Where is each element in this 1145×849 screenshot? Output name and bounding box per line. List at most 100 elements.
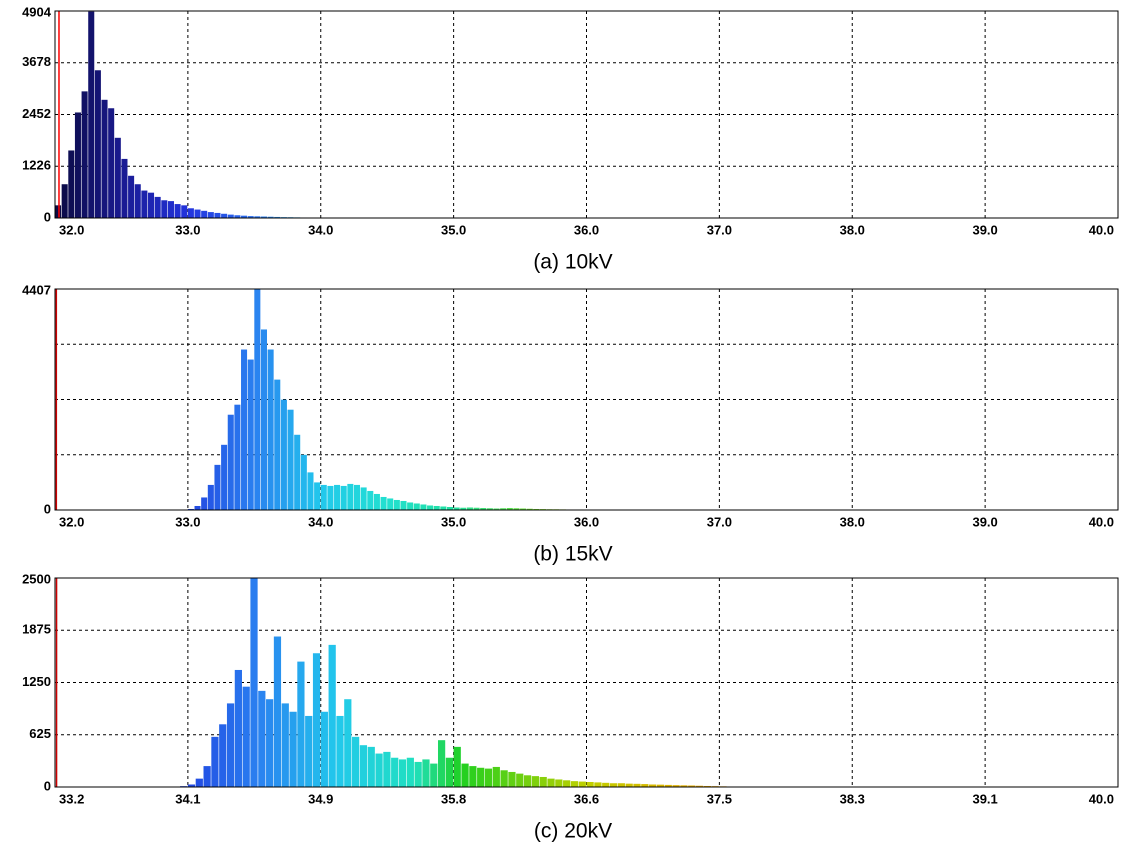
x-tick-label: 34.9 bbox=[308, 791, 333, 806]
caption: (b) 15kV bbox=[533, 543, 612, 566]
bar bbox=[167, 201, 174, 218]
x-tick-label: 32.0 bbox=[59, 514, 84, 529]
bar bbox=[460, 507, 467, 510]
bar bbox=[703, 785, 711, 787]
bar bbox=[433, 505, 440, 510]
bar bbox=[446, 506, 454, 510]
bar bbox=[563, 780, 571, 787]
x-tick-label: 39.1 bbox=[972, 791, 997, 806]
bar bbox=[227, 414, 234, 510]
bar bbox=[340, 485, 347, 510]
x-tick-label: 36.6 bbox=[574, 791, 599, 806]
bar bbox=[617, 783, 625, 787]
bar bbox=[214, 464, 221, 510]
bar bbox=[625, 783, 633, 787]
bar bbox=[513, 508, 520, 510]
y-tick-label: 1250 bbox=[22, 674, 51, 689]
bar bbox=[141, 190, 148, 218]
y-tick-label: 1875 bbox=[22, 622, 51, 637]
bar bbox=[254, 216, 261, 218]
bar bbox=[393, 499, 400, 510]
bar bbox=[578, 781, 586, 787]
bar bbox=[336, 715, 344, 787]
y-tick-label: 1226 bbox=[22, 158, 51, 173]
bar bbox=[242, 686, 250, 787]
x-tick-label: 33.0 bbox=[175, 222, 200, 237]
bar bbox=[672, 785, 680, 787]
x-tick-label: 39.0 bbox=[972, 514, 997, 529]
bar bbox=[347, 483, 354, 510]
histogram-panel: 0 1226 2452 3678 4904 32.0 33.0 34.0 35.0 36.0 37.… bbox=[22, 4, 1119, 274]
bar bbox=[68, 150, 75, 218]
bar bbox=[353, 484, 361, 510]
bar bbox=[250, 578, 258, 787]
y-tick-label: 4407 bbox=[22, 282, 51, 297]
x-tick-label: 34.0 bbox=[308, 222, 333, 237]
bar bbox=[94, 70, 101, 218]
histogram-panel: 0 4407 32.0 33.0 34.0 35.0 36.0 37.0 38.0 39.0 40.… bbox=[22, 282, 1119, 566]
x-tick-label: 39.0 bbox=[972, 222, 997, 237]
bar bbox=[523, 775, 532, 787]
bar bbox=[367, 746, 375, 787]
bar bbox=[461, 763, 469, 787]
bar bbox=[134, 184, 141, 218]
bar bbox=[586, 781, 594, 787]
bar bbox=[194, 209, 201, 218]
bar bbox=[506, 507, 513, 510]
caption: (c) 20kV bbox=[534, 820, 612, 843]
bar bbox=[445, 757, 454, 787]
x-tick-label: 40.0 bbox=[1089, 222, 1114, 237]
y-tick-label: 3678 bbox=[22, 54, 51, 69]
bar bbox=[221, 213, 228, 218]
bar bbox=[201, 210, 208, 218]
bar bbox=[234, 215, 241, 218]
bar bbox=[234, 404, 241, 510]
bar bbox=[55, 205, 62, 218]
bar bbox=[174, 204, 181, 218]
bar bbox=[380, 496, 387, 510]
x-tick-label: 34.0 bbox=[308, 514, 333, 529]
bar bbox=[359, 745, 368, 787]
bar bbox=[312, 653, 321, 787]
bar bbox=[398, 759, 407, 787]
bar bbox=[211, 736, 219, 787]
bar bbox=[61, 184, 68, 218]
bar bbox=[555, 779, 563, 787]
bar bbox=[500, 770, 508, 787]
bar bbox=[274, 216, 281, 218]
bar bbox=[484, 768, 493, 787]
x-tick-label: 38.0 bbox=[840, 514, 865, 529]
bar bbox=[81, 91, 88, 218]
bar bbox=[74, 112, 81, 218]
bar bbox=[307, 472, 314, 510]
bar bbox=[241, 349, 248, 510]
bar bbox=[477, 767, 485, 787]
bar bbox=[241, 215, 248, 218]
bar bbox=[108, 108, 115, 218]
plot-frame bbox=[54, 288, 1119, 511]
bar bbox=[695, 785, 704, 787]
bar bbox=[297, 661, 305, 787]
bar bbox=[500, 508, 507, 510]
bar bbox=[344, 699, 352, 787]
bar bbox=[314, 482, 321, 510]
bar bbox=[273, 636, 282, 787]
histogram-panel: 0 625 1250 1875 2500 33.2 34.1 34.9 35.8 36.6 37.5… bbox=[22, 571, 1119, 843]
x-tick-label: 33.0 bbox=[175, 514, 200, 529]
bar bbox=[289, 711, 297, 787]
x-tick-label: 36.0 bbox=[574, 222, 599, 237]
x-tick-label: 40.0 bbox=[1089, 514, 1114, 529]
bar bbox=[602, 782, 610, 787]
bar bbox=[148, 192, 155, 218]
bar bbox=[453, 507, 460, 510]
bar bbox=[406, 757, 414, 787]
bar bbox=[375, 753, 383, 787]
bar bbox=[413, 503, 420, 510]
bar bbox=[300, 454, 307, 510]
bar bbox=[508, 771, 516, 787]
bar bbox=[161, 200, 168, 218]
bar bbox=[688, 785, 696, 787]
bar bbox=[430, 763, 438, 787]
bar bbox=[387, 498, 394, 510]
